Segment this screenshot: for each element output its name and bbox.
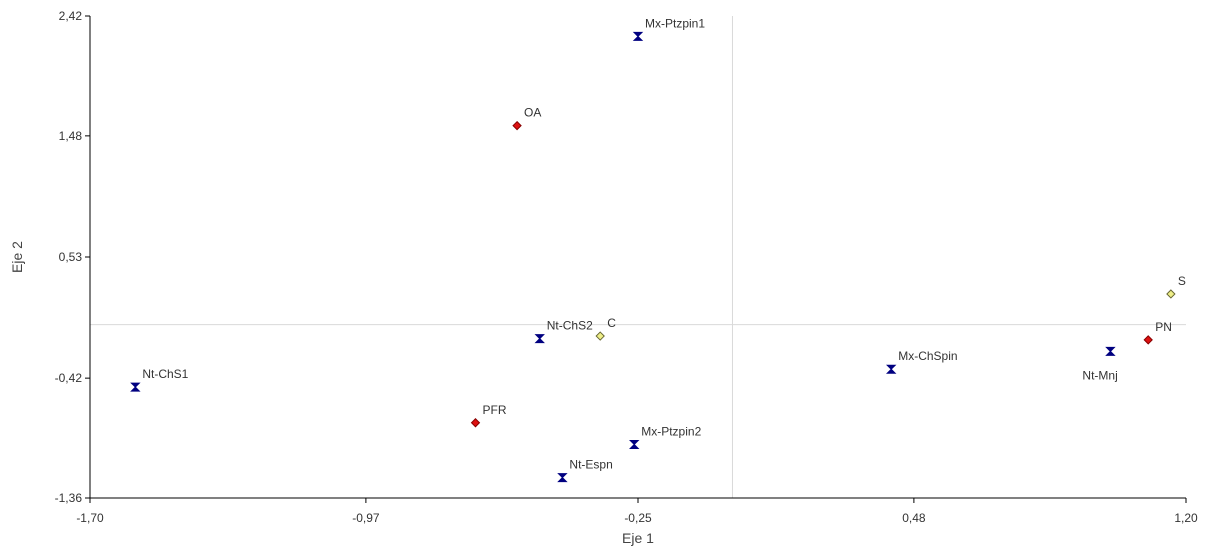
point-c: C xyxy=(595,316,616,341)
x-tick-label: 0,48 xyxy=(902,511,926,525)
axes xyxy=(89,16,1186,499)
diamond-marker xyxy=(1143,335,1153,345)
hourglass-marker xyxy=(534,334,545,344)
point-nt-espn: Nt-Espn xyxy=(557,458,613,483)
hourglass-marker xyxy=(557,473,568,483)
point-label: Nt-ChS1 xyxy=(142,367,188,381)
y-tick-label: 1,48 xyxy=(59,129,83,143)
point-label: S xyxy=(1178,274,1186,288)
hourglass-marker xyxy=(130,382,141,392)
point-nt-chs2: Nt-ChS2 xyxy=(534,319,593,344)
x-tick-label: -1,70 xyxy=(76,511,104,525)
diamond-marker xyxy=(470,418,481,428)
point-label: Mx-Ptzpin2 xyxy=(641,424,701,438)
point-label: PFR xyxy=(482,403,506,417)
point-mx-chspin: Mx-ChSpin xyxy=(886,349,958,374)
axis-ticks: -1,70 -0,97 -0,25 0,48 1,20 -1,36 -0,42 0,53 1,4… xyxy=(55,9,1198,525)
point-pfr: PFR xyxy=(470,403,507,428)
hourglass-marker xyxy=(632,31,644,41)
point-label: Nt-Mnj xyxy=(1082,368,1117,382)
y-tick-label: -1,36 xyxy=(55,491,83,505)
point-label: Nt-Espn xyxy=(569,458,612,472)
x-axis-title: Eje 1 xyxy=(622,530,654,546)
diamond-marker xyxy=(595,331,605,341)
point-nt-chs1: Nt-ChS1 xyxy=(130,367,189,392)
point-label: C xyxy=(607,316,616,330)
point-s: S xyxy=(1166,274,1186,299)
x-tick-label: -0,97 xyxy=(352,511,380,525)
y-axis-title: Eje 2 xyxy=(9,241,25,273)
point-label: Mx-ChSpin xyxy=(898,349,957,363)
point-label: PN xyxy=(1155,320,1172,334)
point-pn: PN xyxy=(1143,320,1172,345)
y-tick-label: 0,53 xyxy=(59,250,83,264)
hourglass-marker xyxy=(1105,346,1116,356)
point-label: Nt-ChS2 xyxy=(547,319,593,333)
diamond-marker xyxy=(512,120,522,131)
point-label: Mx-Ptzpin1 xyxy=(645,16,705,30)
x-tick-label: 1,20 xyxy=(1174,511,1198,525)
point-nt-mnj: Nt-Mnj xyxy=(1082,346,1118,382)
point-mx-ptzpin2: Mx-Ptzpin2 xyxy=(629,424,702,449)
hourglass-marker xyxy=(629,439,640,449)
diamond-marker xyxy=(1166,289,1176,299)
y-tick-label: -0,42 xyxy=(55,371,83,385)
y-tick-label: 2,42 xyxy=(59,9,83,23)
hourglass-marker xyxy=(886,364,897,374)
x-tick-label: -0,25 xyxy=(624,511,652,525)
point-label: OA xyxy=(524,106,541,120)
point-mx-ptzpin1: Mx-Ptzpin1 xyxy=(632,16,705,41)
point-oa: OA xyxy=(512,106,541,131)
data-points: Mx-Ptzpin1 OA S Nt-ChS2 C PN Nt-Mnj Mx-ChSpin Nt… xyxy=(130,16,1186,483)
reference-lines xyxy=(90,16,1186,498)
